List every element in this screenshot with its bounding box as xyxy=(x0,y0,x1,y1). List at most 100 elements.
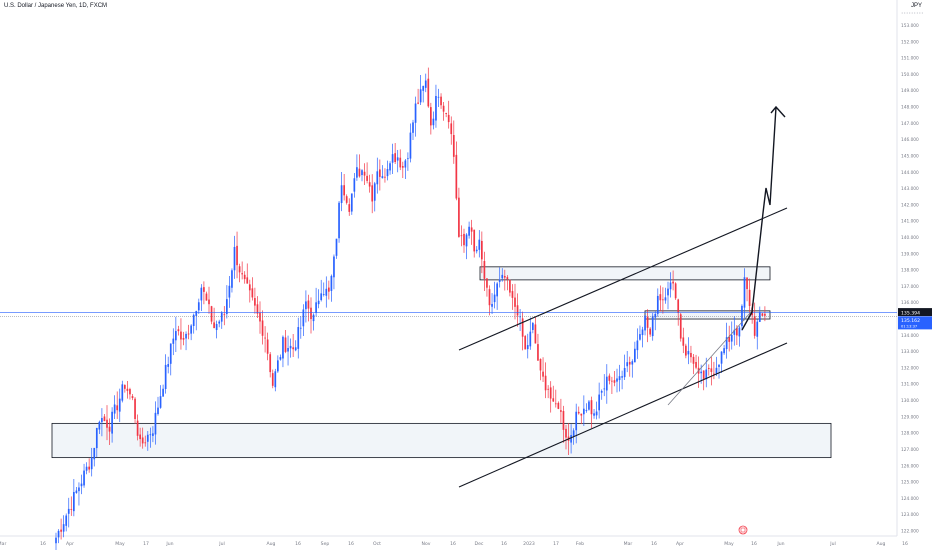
candle xyxy=(330,274,333,302)
candle-body xyxy=(608,375,611,381)
y-tick-label: 143.000 xyxy=(901,186,919,192)
candle-body xyxy=(195,310,198,316)
candle-body xyxy=(414,103,417,123)
candle-body xyxy=(616,378,618,382)
candle-body xyxy=(345,196,348,203)
candle xyxy=(687,337,690,365)
candle-body xyxy=(139,434,141,440)
candle xyxy=(65,513,68,532)
candle xyxy=(111,407,113,443)
candle xyxy=(57,529,60,544)
candle xyxy=(623,354,626,381)
candle-body xyxy=(379,169,381,177)
candle-body xyxy=(371,185,374,202)
candle xyxy=(409,123,412,163)
candle xyxy=(371,174,374,214)
candle-body xyxy=(542,371,544,377)
candle-body xyxy=(287,347,289,352)
candle xyxy=(185,331,187,351)
candle xyxy=(595,401,598,420)
candle-body xyxy=(394,153,396,163)
candle xyxy=(386,160,389,181)
candle-body xyxy=(725,337,728,350)
candle xyxy=(113,395,116,419)
support-zone xyxy=(644,310,771,320)
candle-body xyxy=(613,380,616,383)
candle xyxy=(254,287,256,314)
candle xyxy=(488,285,491,316)
candle-body xyxy=(636,340,639,351)
candle-body xyxy=(95,427,98,449)
y-tick-label: 142.000 xyxy=(901,202,919,208)
candle xyxy=(692,354,695,375)
candle xyxy=(547,385,549,399)
candle xyxy=(243,271,246,284)
x-tick-label: Aug xyxy=(267,541,276,547)
candle-body xyxy=(154,412,157,435)
y-tick-label: 147.000 xyxy=(901,121,919,127)
candle xyxy=(366,162,368,184)
candle xyxy=(307,294,310,322)
candle xyxy=(618,364,621,392)
candle-body xyxy=(651,315,654,337)
candle-body xyxy=(672,281,674,284)
candle xyxy=(75,486,78,494)
candle xyxy=(685,343,687,359)
candle-body xyxy=(715,367,718,374)
candle-body xyxy=(682,337,685,346)
candle xyxy=(88,458,90,473)
candle-body xyxy=(605,376,608,391)
candle-body xyxy=(432,118,435,126)
price-label-countdown: 01:13:37 xyxy=(901,324,917,328)
candle-body xyxy=(274,371,277,388)
candle xyxy=(256,296,259,319)
candle xyxy=(514,283,516,320)
candle xyxy=(478,230,481,258)
candle xyxy=(664,287,667,304)
x-tick-label: 16 xyxy=(902,541,908,547)
candle-body xyxy=(338,202,340,239)
candle xyxy=(231,268,233,293)
candle-body xyxy=(720,351,723,364)
candle xyxy=(417,88,419,105)
candle-body xyxy=(228,285,231,298)
candle-body xyxy=(264,337,266,339)
x-tick-label: Feb xyxy=(576,541,584,547)
ascending-trendline xyxy=(667,311,752,406)
candle xyxy=(312,313,315,331)
candle xyxy=(710,356,713,386)
candle-body xyxy=(366,175,368,181)
candle-body xyxy=(261,320,264,336)
candle xyxy=(605,364,608,404)
candle-body xyxy=(108,426,111,432)
candle-body xyxy=(335,238,338,256)
candle-body xyxy=(427,78,430,107)
candle-body xyxy=(639,334,641,340)
candle xyxy=(616,368,618,393)
x-tick-label: Mar xyxy=(624,541,633,547)
candle xyxy=(228,276,231,308)
candle xyxy=(583,395,585,426)
x-tick-label: Apr xyxy=(676,541,684,547)
calendar-icon[interactable] xyxy=(738,525,748,535)
candle xyxy=(725,322,728,359)
candle xyxy=(679,312,682,342)
candle-body xyxy=(580,413,583,416)
x-tick-label: 16 xyxy=(501,541,507,547)
candle-body xyxy=(124,385,126,389)
candle xyxy=(80,474,83,495)
candle xyxy=(294,340,297,352)
candle-body xyxy=(220,312,223,322)
candle-body xyxy=(417,102,419,104)
candle-body xyxy=(656,295,659,314)
candle xyxy=(636,328,639,359)
candle xyxy=(126,381,129,399)
candle-body xyxy=(634,348,636,363)
candle-body xyxy=(80,483,83,487)
candle xyxy=(101,408,103,437)
candle xyxy=(317,289,320,309)
candle xyxy=(381,165,384,179)
candle-body xyxy=(401,166,404,168)
